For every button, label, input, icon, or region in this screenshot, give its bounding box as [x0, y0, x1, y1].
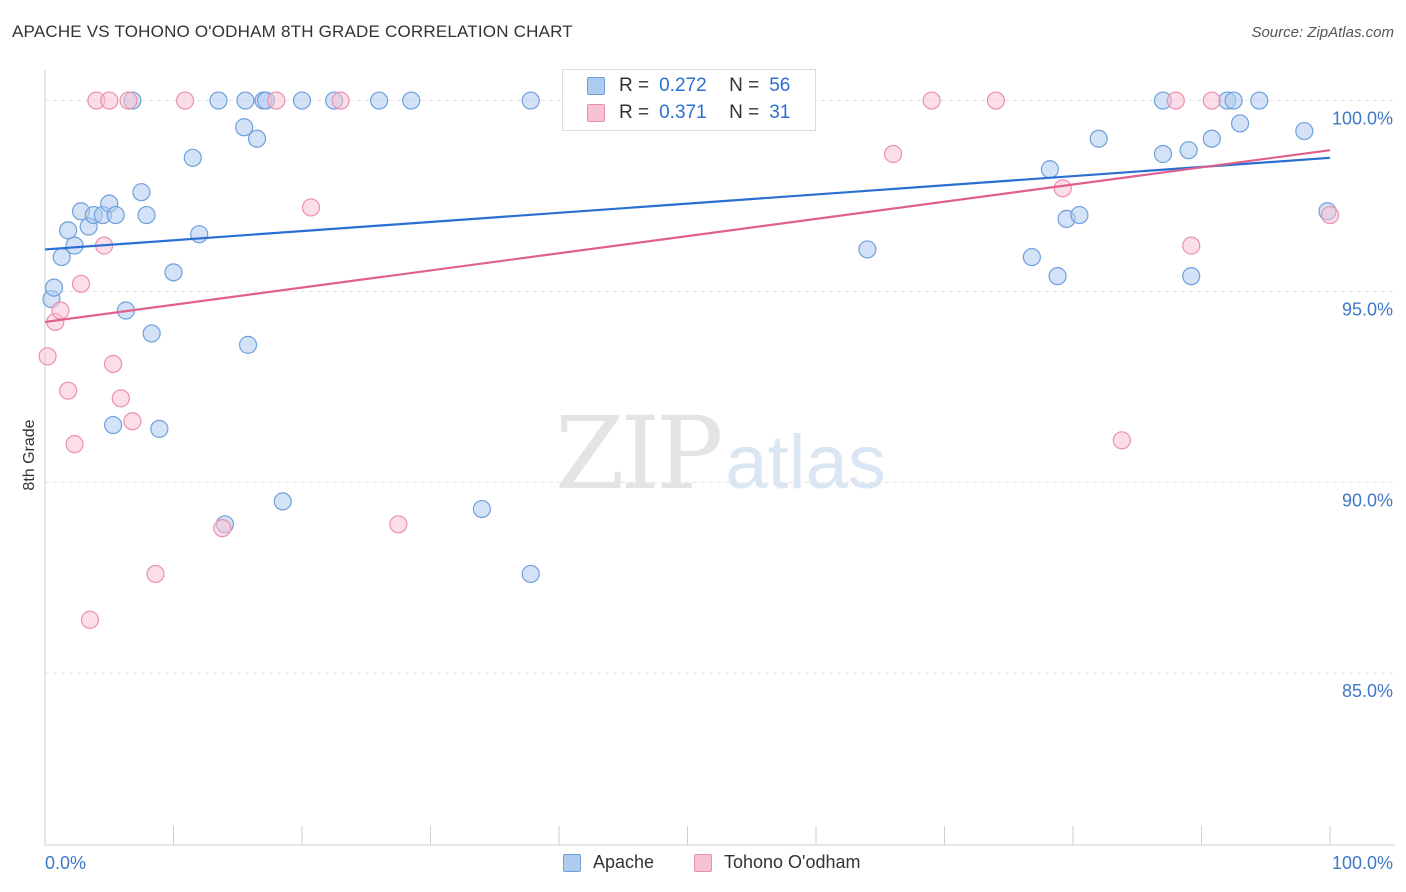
apache-point — [235, 118, 254, 137]
apache-point — [183, 148, 202, 167]
apache-point — [858, 240, 877, 259]
tohono-point — [883, 144, 903, 164]
apache-point — [402, 91, 421, 110]
tohono-trend-line — [44, 149, 1331, 324]
apache-swatch — [587, 77, 605, 95]
apache-point — [1048, 267, 1067, 286]
tohono-legend-swatch — [694, 853, 712, 872]
apache-point — [521, 91, 540, 110]
apache-r-label: R = — [619, 75, 650, 96]
apache-point — [273, 492, 292, 511]
apache-point — [292, 91, 312, 110]
tohono-point — [922, 91, 941, 110]
stats-legend: R = 0.272 N = 56 R = 0.371 N = 31 — [562, 69, 816, 131]
y-tick-label: 100.0% — [1332, 109, 1393, 129]
y-tick-label: 90.0% — [1342, 490, 1393, 510]
tohono-point — [389, 515, 408, 534]
apache-point — [164, 263, 183, 282]
apache-point — [236, 91, 255, 110]
apache-point — [1224, 91, 1243, 110]
tohono-point — [986, 91, 1006, 110]
legend-item-apache[interactable]: Apache — [563, 852, 654, 873]
apache-point — [142, 324, 161, 343]
tohono-n-label: N = — [729, 102, 760, 123]
legend-item-tohono[interactable]: Tohono O'odham — [694, 852, 861, 873]
apache-point — [370, 91, 389, 110]
x-tick-label: 100.0% — [1332, 853, 1393, 873]
apache-point — [1295, 121, 1314, 141]
chart-title: APACHE VS TOHONO O'ODHAM 8TH GRADE CORRE… — [12, 22, 573, 41]
apache-point — [59, 221, 78, 240]
tohono-n-value: 31 — [769, 102, 791, 123]
tohono-point — [59, 381, 78, 400]
tohono-point — [65, 435, 84, 454]
apache-legend-label: Apache — [593, 852, 655, 872]
apache-point — [1022, 247, 1041, 267]
apache-point — [44, 278, 64, 297]
tohono-point — [1166, 91, 1185, 110]
legend-row-apache: R = 0.272 N = 56 — [587, 74, 790, 98]
apache-point — [472, 499, 491, 519]
tohono-point — [119, 91, 138, 110]
apache-point — [104, 415, 123, 435]
watermark-atlas: atlas — [725, 420, 886, 505]
apache-point — [1230, 114, 1250, 133]
apache-point — [521, 564, 540, 584]
apache-trend-line — [44, 156, 1331, 251]
apache-point — [209, 91, 228, 110]
apache-point — [1182, 267, 1201, 286]
legend-row-tohono: R = 0.371 N = 31 — [587, 101, 790, 125]
tohono-r-label: R = — [619, 102, 650, 123]
apache-point — [1089, 129, 1108, 148]
tohono-point — [71, 274, 91, 293]
apache-point — [1202, 129, 1221, 148]
apache-point — [1153, 144, 1173, 164]
tohono-point — [213, 519, 232, 538]
apache-point — [106, 205, 125, 225]
series-legend: Apache Tohono O'odham — [0, 852, 1406, 876]
tohono-point — [146, 564, 165, 584]
apache-legend-swatch — [563, 853, 581, 872]
apache-point — [1040, 160, 1059, 179]
tohono-legend-label: Tohono O'odham — [724, 852, 861, 872]
tohono-point — [123, 412, 142, 431]
watermark-zip: ZIP — [555, 395, 723, 512]
tohono-point — [1112, 431, 1131, 450]
apache-point — [1179, 141, 1198, 160]
apache-point — [1250, 91, 1269, 110]
tohono-point — [1053, 179, 1072, 198]
tohono-point — [38, 347, 57, 366]
tohono-point — [175, 91, 195, 110]
tohono-point — [104, 354, 123, 374]
apache-point — [190, 225, 209, 244]
apache-r-value: 0.272 — [659, 75, 707, 96]
tohono-point — [1202, 91, 1221, 110]
tohono-r-value: 0.371 — [659, 102, 707, 123]
x-tick-label: 0.0% — [45, 853, 86, 873]
tohono-point — [80, 610, 100, 629]
apache-point — [65, 236, 84, 255]
tohono-point — [111, 389, 130, 408]
tohono-point — [331, 91, 350, 110]
tohono-point — [1320, 205, 1340, 225]
apache-point — [1070, 205, 1089, 225]
apache-point — [150, 419, 169, 438]
tohono-point — [301, 198, 321, 217]
apache-point — [238, 335, 258, 354]
tohono-point — [51, 301, 70, 320]
apache-n-label: N = — [729, 75, 760, 96]
tohono-point — [267, 91, 286, 110]
source-credit: Source: ZipAtlas.com — [1251, 24, 1394, 41]
y-tick-label: 95.0% — [1342, 299, 1393, 319]
y-tick-label: 85.0% — [1342, 681, 1393, 701]
apache-point — [137, 205, 156, 225]
tohono-swatch — [587, 104, 605, 122]
apache-point — [132, 183, 151, 202]
zipatlas-watermark: ZIPatlas — [555, 395, 886, 512]
apache-point — [247, 129, 267, 148]
tohono-point — [100, 91, 119, 110]
apache-n-value: 56 — [769, 75, 791, 96]
tohono-point — [1182, 236, 1201, 255]
